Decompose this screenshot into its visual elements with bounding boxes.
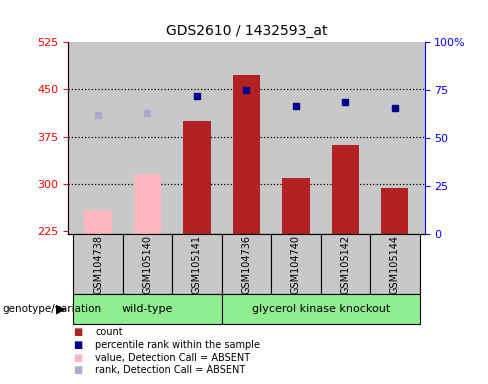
Bar: [381, 188, 408, 234]
Text: ■: ■: [73, 365, 82, 375]
Text: GSM104738: GSM104738: [93, 235, 103, 293]
Text: rank, Detection Call = ABSENT: rank, Detection Call = ABSENT: [95, 365, 245, 375]
Text: glycerol kinase knockout: glycerol kinase knockout: [251, 304, 390, 314]
Bar: [370, 234, 420, 294]
Text: GSM105140: GSM105140: [142, 235, 152, 293]
Bar: [123, 234, 172, 294]
Text: count: count: [95, 327, 123, 337]
Text: percentile rank within the sample: percentile rank within the sample: [95, 340, 260, 350]
Text: GSM105141: GSM105141: [192, 235, 202, 293]
Bar: [73, 234, 123, 294]
Text: value, Detection Call = ABSENT: value, Detection Call = ABSENT: [95, 353, 250, 362]
Bar: [84, 210, 112, 234]
Text: GSM105142: GSM105142: [341, 235, 350, 293]
Bar: [332, 145, 359, 234]
Bar: [321, 234, 370, 294]
Bar: [172, 234, 222, 294]
Text: GSM104736: GSM104736: [242, 235, 251, 293]
Text: ■: ■: [73, 353, 82, 362]
Bar: [183, 121, 210, 234]
Bar: [222, 294, 420, 324]
Text: wild-type: wild-type: [122, 304, 173, 314]
Bar: [283, 177, 309, 234]
Text: ■: ■: [73, 327, 82, 337]
Text: ▶: ▶: [56, 303, 66, 316]
Bar: [271, 234, 321, 294]
Bar: [134, 174, 161, 234]
Bar: [73, 294, 222, 324]
Text: genotype/variation: genotype/variation: [2, 304, 102, 314]
Bar: [222, 234, 271, 294]
Bar: [233, 75, 260, 234]
Text: GSM104740: GSM104740: [291, 235, 301, 293]
Title: GDS2610 / 1432593_at: GDS2610 / 1432593_at: [166, 25, 327, 38]
Text: ■: ■: [73, 340, 82, 350]
Text: GSM105144: GSM105144: [390, 235, 400, 293]
